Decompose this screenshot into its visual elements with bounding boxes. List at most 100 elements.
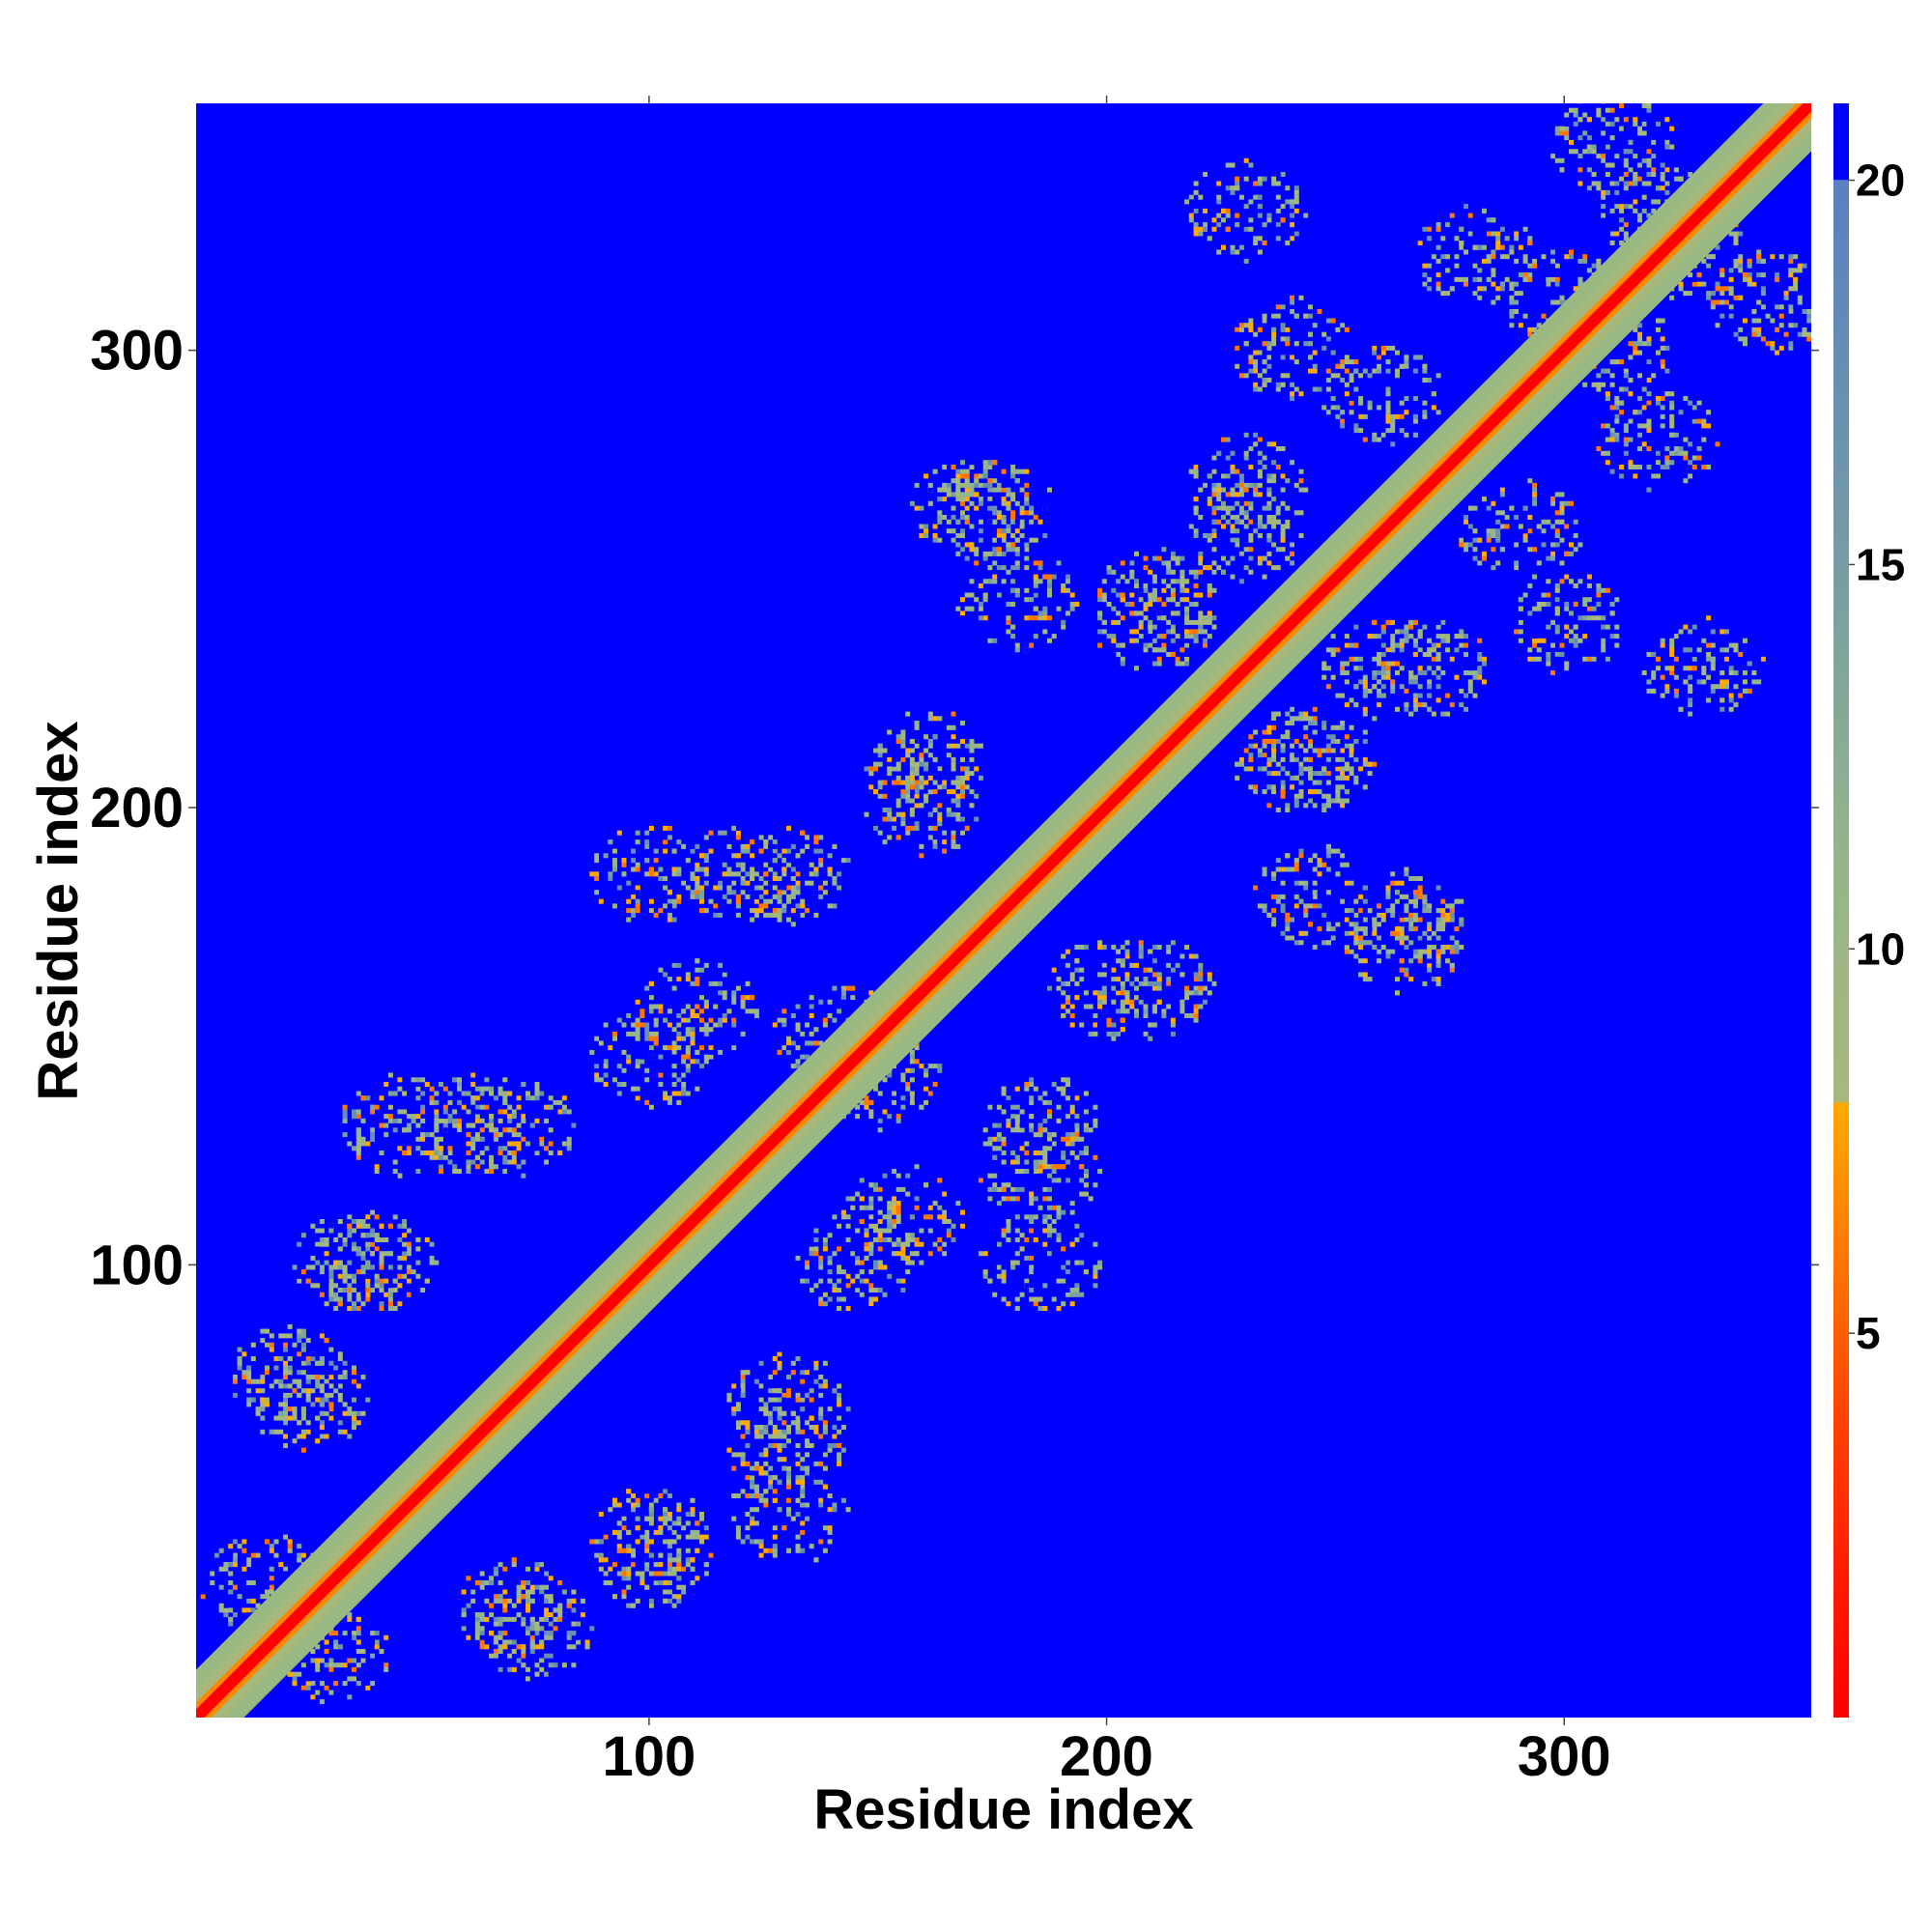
contact-cell [1083, 1091, 1089, 1096]
contact-cell [1061, 1264, 1066, 1270]
contact-cell [571, 1589, 577, 1595]
contact-cell [1412, 903, 1418, 909]
contact-cell [1308, 775, 1313, 781]
contact-cell [772, 1552, 778, 1558]
contact-cell [1120, 962, 1125, 968]
contact-cell [1006, 1237, 1011, 1242]
contact-cell [539, 1562, 545, 1568]
contact-cell [1235, 761, 1240, 767]
contact-cell [1211, 624, 1217, 630]
contact-cell [822, 1465, 828, 1471]
contact-cell [612, 1562, 617, 1568]
contact-cell [1321, 940, 1327, 946]
contact-cell [832, 1425, 838, 1430]
contact-cell [355, 1649, 361, 1654]
contact-cell [813, 1461, 819, 1466]
contact-cell [1349, 917, 1354, 923]
contact-cell [1056, 1086, 1062, 1092]
contact-cell [1129, 569, 1135, 575]
contact-cell [667, 1516, 672, 1521]
contact-cell [927, 482, 933, 488]
contact-cell [265, 1589, 270, 1595]
contact-cell [832, 1251, 838, 1257]
contact-cell [726, 1392, 732, 1398]
contact-cell [365, 1283, 371, 1289]
contact-cell [1069, 1013, 1075, 1018]
contact-cell [781, 858, 787, 864]
contact-cell [1042, 1127, 1048, 1133]
contact-cell [768, 1375, 774, 1379]
contact-cell [406, 1127, 412, 1133]
contact-cell [278, 1333, 284, 1339]
contact-cell [822, 890, 828, 895]
contact-cell [269, 1548, 274, 1553]
contact-cell [626, 1576, 632, 1581]
contact-cell [397, 1273, 403, 1279]
contact-cell [502, 1566, 508, 1572]
contact-cell [507, 1639, 513, 1645]
contact-cell [813, 1529, 819, 1535]
contact-cell [795, 912, 801, 918]
contact-cell [909, 1067, 915, 1073]
contact-cell [328, 1410, 334, 1416]
contact-cell [873, 1237, 878, 1242]
contact-cell [269, 1584, 274, 1590]
contact-cell [639, 1580, 645, 1585]
contact-cell [315, 1644, 321, 1650]
contact-cell [457, 1151, 462, 1155]
contact-cell [1120, 945, 1125, 950]
contact-cell [845, 1223, 851, 1229]
contact-cell [1198, 972, 1204, 978]
contact-cell [1358, 926, 1364, 932]
contact-cell [1235, 748, 1240, 753]
contact-cell [539, 1616, 545, 1622]
contact-cell [969, 743, 975, 749]
contact-cell [502, 1598, 508, 1604]
contact-cell [763, 898, 769, 904]
contact-cell [1065, 579, 1070, 584]
contact-cell [1029, 1219, 1035, 1224]
contact-cell [1449, 912, 1455, 918]
contact-cell [648, 908, 654, 914]
contact-cell [379, 1095, 384, 1101]
contact-cell [1047, 1228, 1052, 1234]
contact-cell [544, 1562, 549, 1568]
contact-cell [557, 1616, 563, 1622]
contact-cell [379, 1151, 384, 1155]
contact-cell [745, 843, 751, 849]
contact-cell [269, 1342, 274, 1348]
contact-cell [1151, 972, 1157, 978]
contact-cell [900, 1095, 906, 1101]
contact-cell [287, 1356, 293, 1361]
contact-cell [753, 1429, 759, 1435]
contact-cell [735, 985, 741, 991]
contact-cell [982, 497, 988, 502]
contact-cell [946, 839, 952, 845]
contact-cell [1014, 1104, 1020, 1110]
contact-cell [699, 1077, 704, 1083]
contact-cell [969, 789, 975, 795]
contact-cell [1010, 1104, 1016, 1110]
contact-cell [484, 1616, 490, 1622]
contact-cell [703, 1534, 709, 1540]
contact-cell [955, 551, 961, 556]
contact-cell [1367, 908, 1373, 914]
contact-cell [919, 753, 924, 758]
contact-cell [360, 1375, 366, 1379]
contact-cell [942, 1219, 948, 1224]
contact-cell [663, 1580, 668, 1585]
contact-cell [484, 1644, 490, 1650]
contact-cell [319, 1434, 325, 1439]
contact-cell [315, 1375, 321, 1379]
contact-cell [685, 1064, 691, 1069]
contact-cell [1074, 1260, 1080, 1265]
contact-cell [626, 1529, 632, 1535]
contact-cell [1148, 1022, 1153, 1028]
contact-cell [1097, 940, 1103, 946]
contact-cell [753, 885, 759, 891]
contact-cell [868, 1114, 874, 1120]
contact-cell [1170, 1031, 1176, 1037]
contact-cell [708, 1027, 714, 1033]
contact-cell [529, 1676, 535, 1682]
contact-cell [328, 1402, 334, 1407]
